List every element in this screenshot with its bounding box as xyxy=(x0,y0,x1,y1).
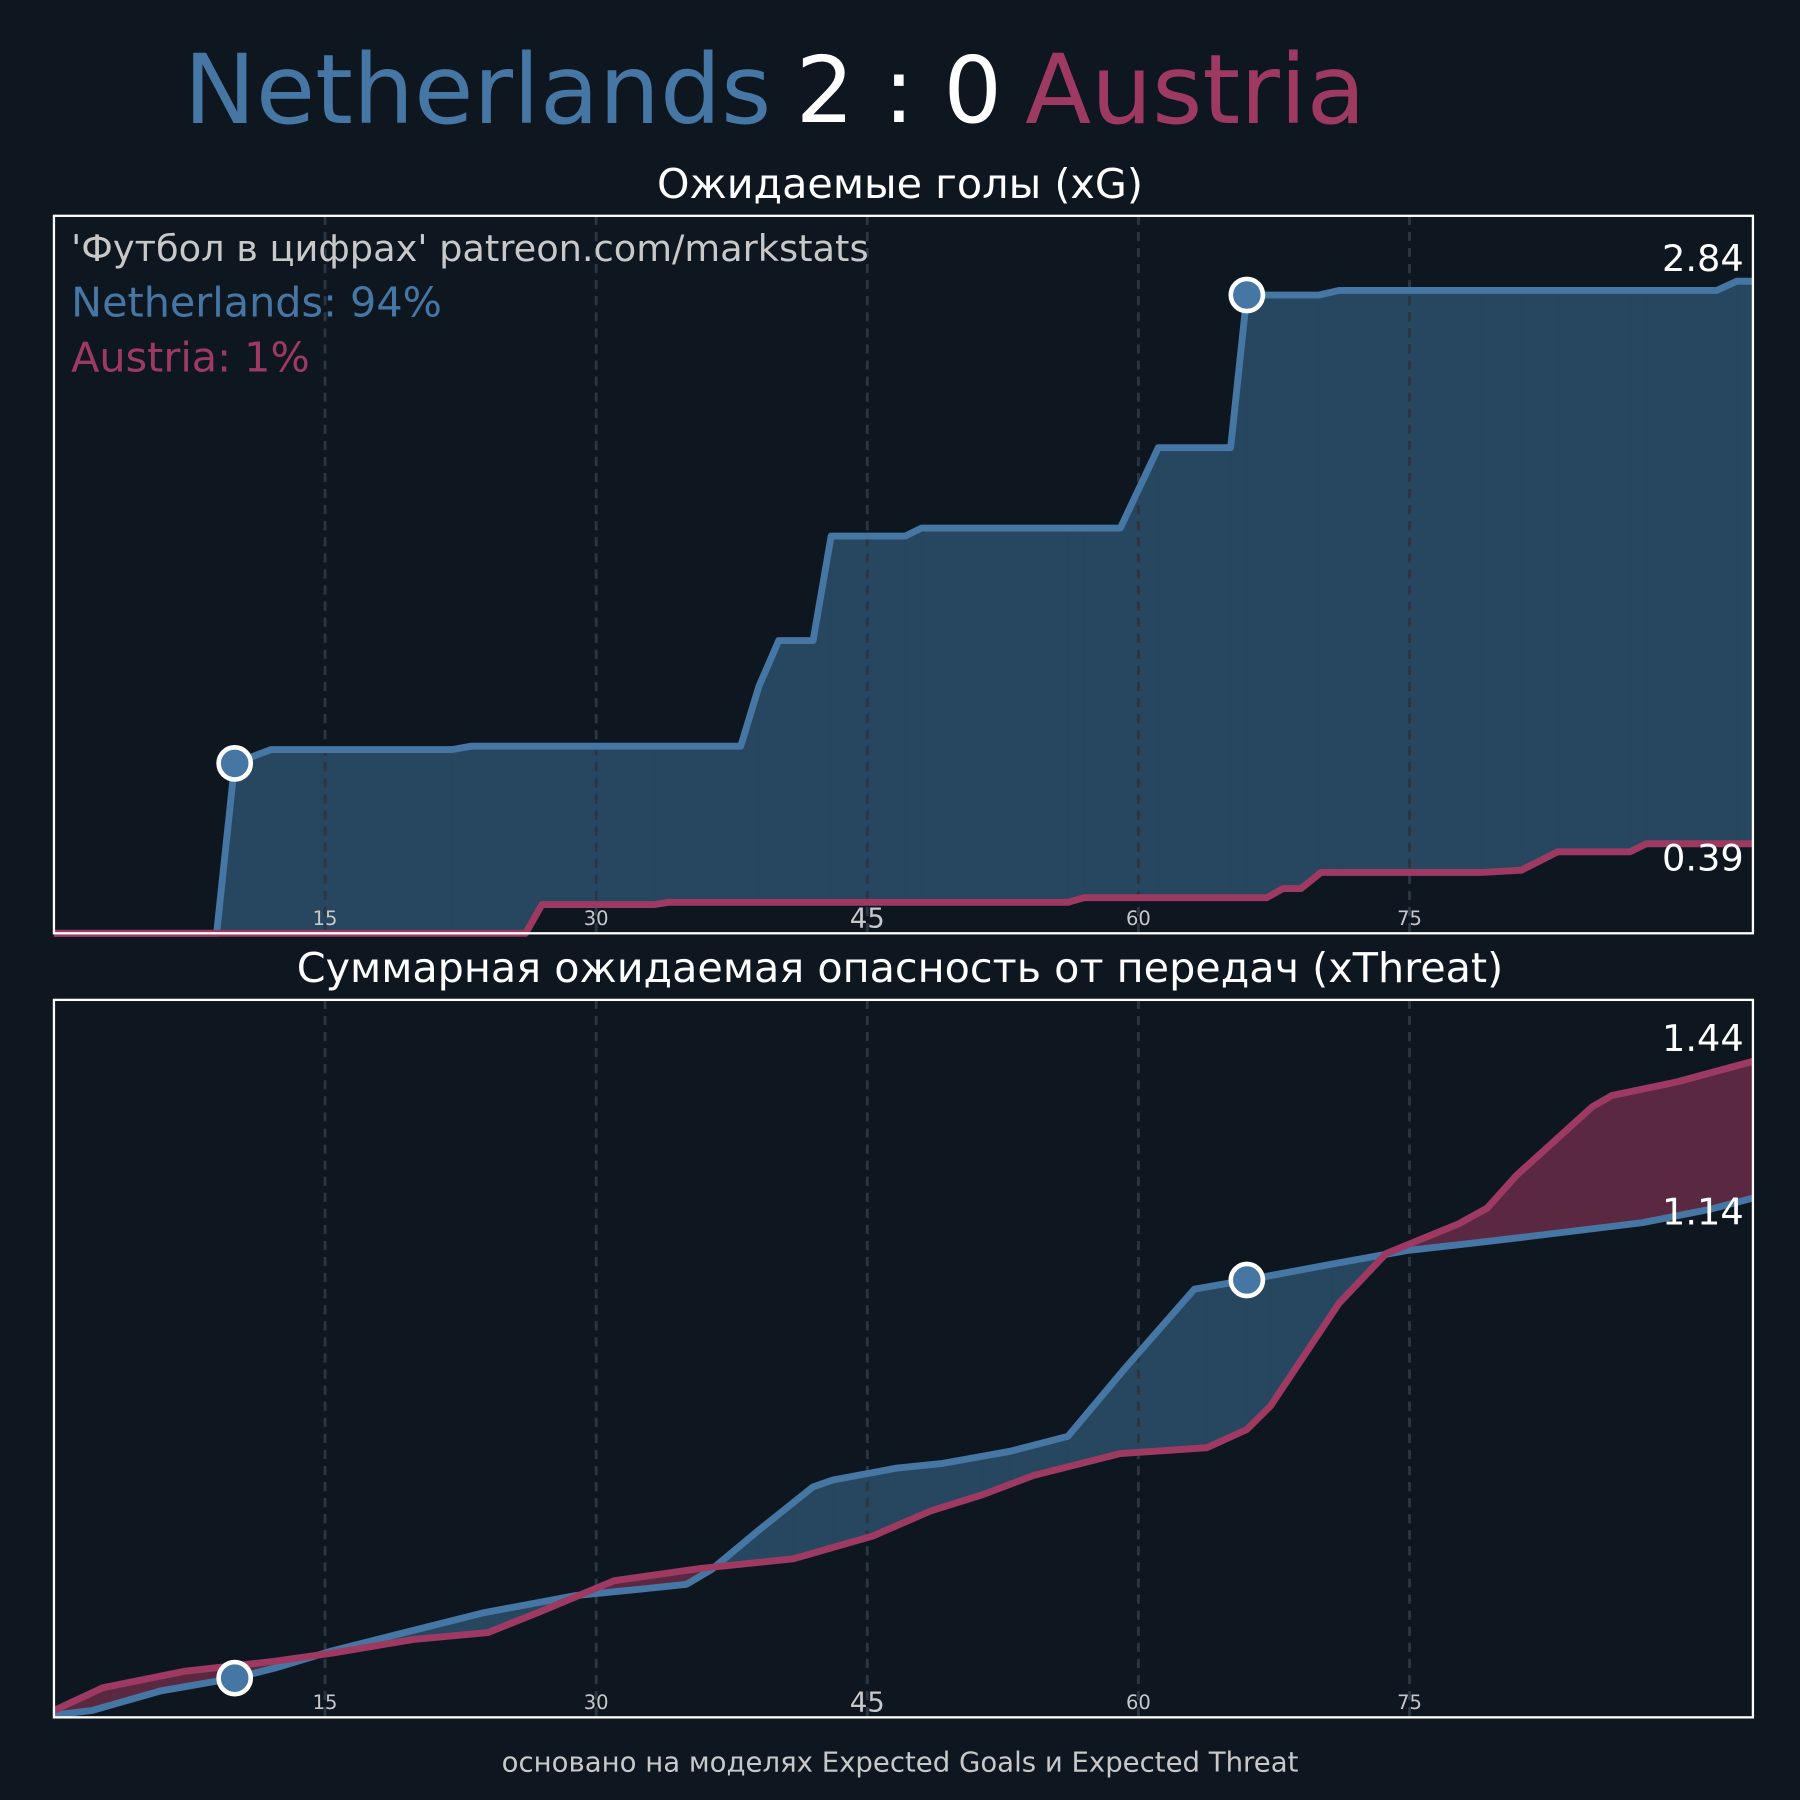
fill-piece xyxy=(1157,447,1232,899)
x-tick-label: 30 xyxy=(584,907,609,930)
win-probability: Austria: 1% xyxy=(71,333,310,381)
fill-area xyxy=(215,280,1754,936)
fill-piece xyxy=(1282,294,1302,890)
fill-piece xyxy=(1206,1279,1248,1449)
fill-piece xyxy=(1300,294,1320,890)
fill-piece xyxy=(1246,294,1268,899)
fill-piece xyxy=(920,527,1069,903)
series-line xyxy=(53,277,1753,937)
end-label: 0.39 xyxy=(1662,836,1744,879)
series-line xyxy=(53,840,1753,937)
fill-piece xyxy=(1645,289,1718,845)
end-label: 1.14 xyxy=(1662,1191,1744,1234)
fill-piece xyxy=(929,1462,942,1512)
footer: основано на моделях Expected Goals и Exp… xyxy=(502,1746,1299,1778)
fill-piece xyxy=(1266,294,1284,899)
plot-frame xyxy=(52,998,1755,1719)
fill-piece xyxy=(812,1479,834,1554)
end-label: 1.44 xyxy=(1662,1017,1744,1060)
x-tick-label: 15 xyxy=(313,907,338,930)
series-line xyxy=(53,1194,1754,1719)
fill-piece xyxy=(653,745,670,906)
fill-piece xyxy=(1629,289,1647,853)
goal-marker xyxy=(1228,276,1266,314)
watermark: 'Футбол в цифрах' patreon.com/markstats xyxy=(71,227,868,270)
fill-piece xyxy=(667,745,742,903)
x-tick-label: 75 xyxy=(1397,1691,1422,1714)
x-tick-label: 60 xyxy=(1126,907,1151,930)
x-tick-label: 75 xyxy=(1397,907,1422,930)
fill-piece xyxy=(1710,1060,1754,1210)
goal-marker xyxy=(216,745,254,782)
x-tick-label: 15 xyxy=(313,1691,338,1714)
x-tick-label: 30 xyxy=(584,1691,609,1714)
fill-piece xyxy=(270,749,453,934)
end-label: 2.84 xyxy=(1662,237,1744,280)
fill-piece xyxy=(1067,527,1085,904)
panel-title: Ожидаемые голы (xG) xyxy=(657,160,1143,208)
fill-piece xyxy=(1320,289,1340,874)
fill-piece xyxy=(1119,1365,1127,1455)
score: 2 : 0 xyxy=(796,37,1002,144)
x-tick-label: 45 xyxy=(850,903,885,935)
fill-piece xyxy=(1193,1286,1208,1450)
fill-piece xyxy=(1521,289,1559,872)
away-team: Austria xyxy=(1025,34,1366,146)
goal-marker xyxy=(216,1659,254,1697)
fill-piece xyxy=(470,745,527,934)
fill-piece xyxy=(1736,280,1754,845)
fill-piece xyxy=(541,745,655,906)
panel-title: Суммарная ожидаемая опасность от передач… xyxy=(297,944,1504,992)
fill-piece xyxy=(451,745,473,934)
fill-piece xyxy=(904,527,923,903)
fill-piece xyxy=(778,639,814,903)
x-tick-label: 45 xyxy=(850,1687,885,1719)
fill-piece xyxy=(1716,280,1738,845)
fill-piece xyxy=(1083,527,1121,899)
fill-piece xyxy=(1557,289,1631,853)
home-team: Netherlands xyxy=(184,34,772,146)
plot-frame xyxy=(52,214,1755,935)
win-probability: Netherlands: 94% xyxy=(71,278,442,326)
fill-piece xyxy=(1481,289,1523,874)
goal-marker xyxy=(1228,1261,1266,1299)
fill-piece xyxy=(1591,1094,1613,1230)
x-tick-label: 60 xyxy=(1126,1691,1151,1714)
series-line xyxy=(52,1058,1754,1714)
fill-piece xyxy=(1611,1088,1644,1228)
